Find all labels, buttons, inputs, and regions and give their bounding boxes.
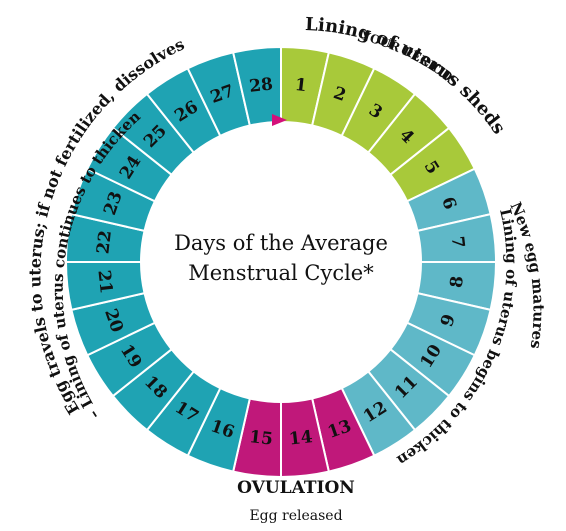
- day-segments: [64, 45, 498, 479]
- egg-released-label: Egg released: [249, 508, 342, 524]
- ovulation-label: OVULATION: [237, 478, 355, 498]
- day28-marker-icon: [272, 114, 287, 126]
- day-number-28: 28: [248, 74, 274, 97]
- day-number-14: 14: [288, 427, 314, 450]
- day-number-7: 7: [447, 235, 468, 249]
- day-number-1: 1: [294, 75, 308, 96]
- day-number-22: 22: [93, 229, 116, 255]
- day-number-21: 21: [93, 269, 116, 295]
- day-number-8: 8: [447, 275, 468, 289]
- diagram-title-line2: Menstrual Cycle*: [188, 261, 374, 285]
- diagram-title-line1: Days of the Average: [174, 231, 388, 255]
- day-number-15: 15: [248, 427, 274, 450]
